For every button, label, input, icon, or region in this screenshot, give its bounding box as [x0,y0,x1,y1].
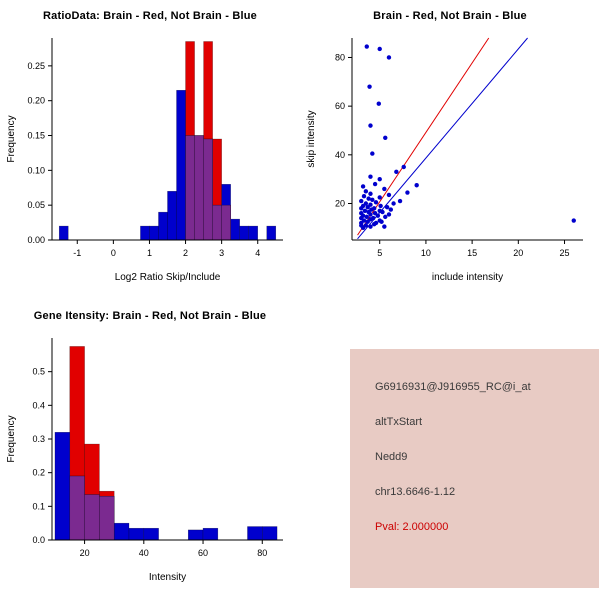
svg-text:include intensity: include intensity [432,272,503,283]
svg-text:40: 40 [139,548,149,558]
probe-id: G6916931@J916955_RC@i_at [375,381,531,393]
svg-text:60: 60 [198,548,208,558]
svg-text:20: 20 [80,548,90,558]
svg-text:5: 5 [377,248,382,258]
gene-name: Nedd9 [375,451,408,463]
gene-info-box: G6916931@J916955_RC@i_at altTxStart Nedd… [350,349,599,588]
svg-text:25: 25 [560,248,570,258]
svg-text:10: 10 [421,248,431,258]
svg-text:0.4: 0.4 [32,400,45,410]
svg-text:1: 1 [147,248,152,258]
svg-text:2: 2 [183,248,188,258]
svg-text:Log2 Ratio Skip/Include: Log2 Ratio Skip/Include [115,272,221,283]
svg-text:0.3: 0.3 [32,434,45,444]
svg-text:0.5: 0.5 [32,367,45,377]
intensity-scatter-plot: 5 10 15 20 25 20 40 60 80 include intensity skip i… [306,37,583,283]
svg-text:-1: -1 [73,248,81,258]
svg-text:0.2: 0.2 [32,468,45,478]
svg-text:0.1: 0.1 [32,501,45,511]
ratio-histogram-plot: -1 0 1 2 3 4 0.00 0.05 0.10 0.15 0.20 0.25 Log2 Rati… [6,38,283,283]
intensity-scatter-panel: Brain - Red, Not Brain - Blue 5 10 15 20 25 2… [300,0,600,300]
event-type: altTxStart [375,416,423,428]
ratio-histogram-title: RatioData: Brain - Red, Not Brain - Blue [43,10,257,22]
gene-intensity-histogram-title: Gene Itensity: Brain - Red, Not Brain - … [33,310,267,322]
svg-text:0.0: 0.0 [32,535,45,545]
svg-text:3: 3 [219,248,224,258]
svg-text:0.10: 0.10 [27,165,45,175]
svg-text:Intensity: Intensity [149,572,186,583]
svg-text:60: 60 [335,101,345,111]
chromosome-location: chr13.6646-1.12 [375,486,456,498]
svg-text:80: 80 [257,548,267,558]
svg-text:skip intensity: skip intensity [306,110,317,167]
svg-text:Frequency: Frequency [6,115,17,162]
svg-text:15: 15 [467,248,477,258]
svg-text:0.20: 0.20 [27,96,45,106]
svg-text:0.25: 0.25 [27,61,45,71]
ratio-histogram-panel: RatioData: Brain - Red, Not Brain - Blue… [0,0,300,300]
svg-text:0.05: 0.05 [27,200,45,210]
intensity-scatter-title: Brain - Red, Not Brain - Blue [373,10,527,22]
svg-text:Frequency: Frequency [6,415,17,462]
info-panel: G6916931@J916955_RC@i_at altTxStart Nedd… [300,300,600,600]
gene-intensity-histogram-plot: 20 40 60 80 0.0 0.1 0.2 0.3 0.4 0.5 Intensity Frequ… [6,338,283,583]
svg-text:4: 4 [255,248,260,258]
svg-text:0: 0 [111,248,116,258]
svg-text:20: 20 [335,198,345,208]
svg-text:20: 20 [513,248,523,258]
svg-text:40: 40 [335,150,345,160]
gene-intensity-histogram-panel: Gene Itensity: Brain - Red, Not Brain - … [0,300,300,600]
svg-text:0.15: 0.15 [27,131,45,141]
pval-text: Pval: 2.000000 [375,521,449,533]
svg-text:0.00: 0.00 [27,235,45,245]
svg-text:80: 80 [335,52,345,62]
